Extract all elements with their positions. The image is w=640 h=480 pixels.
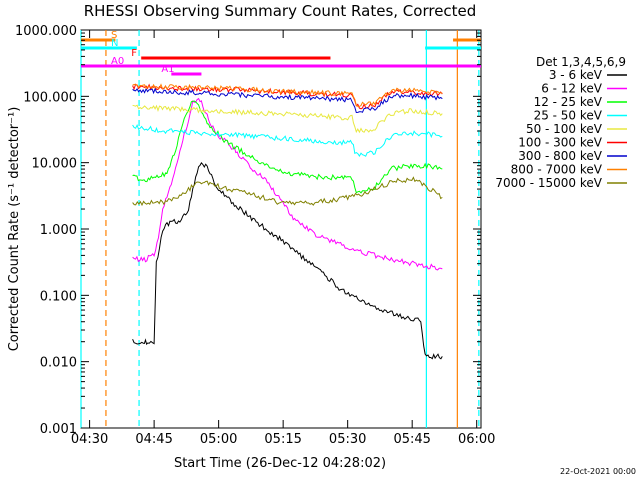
chart-title: RHESSI Observing Summary Count Rates, Co…: [84, 2, 477, 20]
y-axis-ticks: 1000.000 100.000 10.000 1.000 0.100 0.010 0.00…: [15, 24, 481, 437]
series-lines: [132, 83, 443, 360]
y-tick-label-5: 0.010: [40, 356, 77, 371]
flag-label-n: N: [111, 38, 118, 49]
legend-label-6: 300 - 800 keV: [518, 149, 602, 163]
y-tick-label-4: 0.100: [40, 289, 77, 304]
flag-label-a1: A1: [161, 64, 174, 75]
series-line-800-7000-kev: [132, 83, 443, 107]
legend-label-8: 7000 - 15000 keV: [495, 176, 602, 190]
flag-label-s: S: [111, 30, 117, 41]
series-line-300-800-kev: [132, 87, 443, 114]
x-tick-label-0: 04:30: [71, 432, 108, 447]
x-tick-label-4: 05:30: [329, 432, 366, 447]
series-line-12-25-kev: [132, 100, 443, 194]
y-tick-label-6: 0.001: [40, 422, 77, 437]
footer-date: 22-Oct-2021 00:00: [560, 467, 636, 476]
y-axis-label: Corrected Count Rate (s⁻¹ detector⁻¹): [7, 107, 22, 352]
x-tick-label-6: 06:00: [458, 432, 495, 447]
legend-label-7: 800 - 7000 keV: [511, 163, 603, 177]
series-line-100-300-kev: [132, 83, 443, 110]
y-tick-label-1: 100.000: [23, 90, 77, 105]
legend-label-4: 50 - 100 keV: [526, 122, 603, 136]
series-line-6-12-kev: [132, 97, 443, 271]
vertical-marker-lines: [80, 30, 480, 428]
x-tick-label-2: 05:00: [200, 432, 237, 447]
flag-label-a0: A0: [111, 56, 124, 67]
flag-label-f: F: [131, 48, 137, 59]
x-axis-label: Start Time (26-Dec-12 04:28:02): [174, 456, 386, 471]
legend-label-3: 25 - 50 keV: [534, 109, 603, 123]
x-tick-label-1: 04:45: [135, 432, 172, 447]
series-line-3-6-kev: [132, 162, 443, 360]
legend-label-5: 100 - 300 keV: [518, 136, 602, 150]
x-tick-label-3: 05:15: [264, 432, 301, 447]
legend-title: Det 1,3,4,5,6,9: [536, 55, 626, 69]
series-line-7000-15000-kev: [132, 176, 443, 207]
series-line-25-50-kev: [132, 123, 443, 157]
y-tick-label-3: 1.000: [40, 223, 77, 238]
y-tick-label-0: 1000.000: [15, 24, 77, 39]
legend-label-2: 12 - 25 keV: [534, 95, 603, 109]
x-tick-label-5: 05:45: [393, 432, 430, 447]
flag-bars: SN F A0 A1: [81, 30, 481, 76]
series-line-50-100-kev: [132, 104, 443, 134]
legend-label-0: 3 - 6 keV: [549, 68, 603, 82]
x-axis-ticks: 04:30 04:45 05:00 05:15 05:30 05:45 06:00: [71, 30, 495, 447]
legend-label-1: 6 - 12 keV: [541, 82, 603, 96]
y-tick-label-2: 10.000: [32, 157, 78, 172]
